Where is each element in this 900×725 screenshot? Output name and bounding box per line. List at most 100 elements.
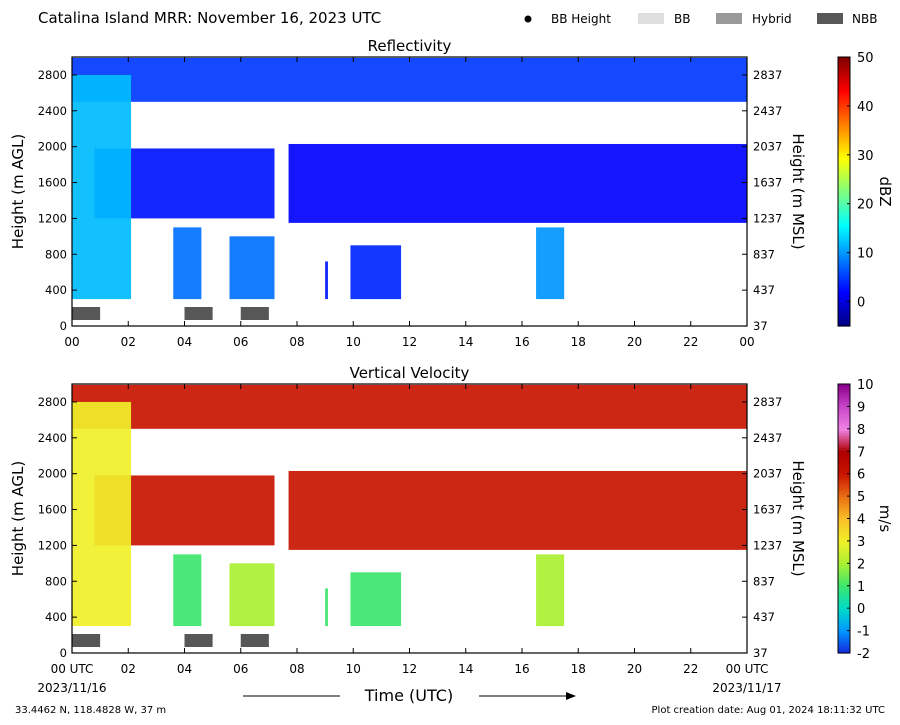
colorbar-segment <box>838 552 850 556</box>
y-axis-label-right: Height (m MSL) <box>789 460 807 576</box>
y-tick-label-right: 837 <box>753 574 775 588</box>
colorbar-segment <box>838 142 850 146</box>
colorbar-segment <box>838 189 850 193</box>
echo-layer <box>325 261 328 300</box>
colorbar-segment <box>838 613 850 617</box>
y-tick-label: 1200 <box>38 211 67 225</box>
colorbar-segment <box>838 388 850 392</box>
colorbar-segment <box>838 503 850 507</box>
colorbar-segment <box>838 167 850 171</box>
colorbar-segment <box>838 547 850 551</box>
colorbar-segment <box>838 198 850 202</box>
colorbar-tick-label: 30 <box>857 149 874 164</box>
nbb-marker <box>240 307 269 320</box>
colorbar-segment <box>838 162 850 166</box>
colorbar-segment <box>838 501 850 505</box>
echo-layer <box>536 227 565 300</box>
colorbar-segment <box>838 618 850 622</box>
colorbar-segment <box>838 396 850 400</box>
y-tick-label: 1600 <box>38 503 67 517</box>
colorbar-tick-label: 2 <box>857 557 865 572</box>
x-tick-label: 16 <box>514 335 529 349</box>
x-tick-label: 08 <box>289 335 304 349</box>
colorbar-segment <box>838 132 850 136</box>
colorbar-segment <box>838 286 850 290</box>
echo-layer <box>288 143 747 223</box>
colorbar-tick-label: 20 <box>857 198 874 213</box>
colorbar-segment <box>838 81 850 85</box>
colorbar-segment <box>838 303 850 308</box>
colorbar-segment <box>838 76 850 80</box>
colorbar-segment <box>838 93 850 97</box>
colorbar-segment <box>838 530 850 534</box>
colorbar-segment <box>838 294 850 298</box>
y-tick-label-right: 2837 <box>753 395 782 409</box>
colorbar-segment <box>838 318 850 322</box>
colorbar-segment <box>838 611 850 615</box>
panel-title: Reflectivity <box>368 37 452 55</box>
colorbar-segment <box>838 105 850 109</box>
colorbar-segment <box>838 589 850 593</box>
colorbar-segment <box>838 96 850 100</box>
echo-layer <box>350 572 402 627</box>
colorbar-segment <box>838 391 850 395</box>
colorbar-segment <box>838 415 850 419</box>
colorbar-segment <box>838 59 850 63</box>
colorbar-segment <box>838 306 850 310</box>
colorbar-segment <box>838 135 850 139</box>
colorbar-segment <box>838 454 850 458</box>
x-tick-label: 12 <box>402 662 417 676</box>
colorbar-segment <box>838 274 850 278</box>
colorbar-segment <box>838 594 850 598</box>
colorbar-segment <box>838 154 850 158</box>
colorbar-segment <box>838 645 850 649</box>
colorbar-segment <box>838 284 850 288</box>
y-axis-label: Height (m AGL) <box>9 134 27 249</box>
colorbar-segment <box>838 464 850 468</box>
colorbar-segment <box>838 225 850 229</box>
colorbar-segment <box>838 420 850 424</box>
colorbar-segment <box>838 442 850 446</box>
echo-layer <box>350 245 402 300</box>
colorbar-segment <box>838 393 850 397</box>
colorbar-segment <box>838 628 850 632</box>
y-tick-label-right: 1237 <box>753 538 782 552</box>
y-tick-label: 1200 <box>38 538 67 552</box>
colorbar-segment <box>838 186 850 190</box>
colorbar-segment <box>838 215 850 219</box>
colorbar-segment <box>838 596 850 600</box>
colorbar-segment <box>838 71 850 75</box>
colorbar-segment <box>838 245 850 249</box>
end-date-label: 2023/11/17 <box>712 681 781 695</box>
colorbar-segment <box>838 476 850 480</box>
colorbar-segment <box>838 247 850 251</box>
colorbar-segment <box>838 413 850 417</box>
colorbar-segment <box>838 635 850 639</box>
colorbar-segment <box>838 406 850 410</box>
colorbar-segment <box>838 83 850 87</box>
x-tick-label: 16 <box>514 662 529 676</box>
colorbar-segment <box>838 401 850 405</box>
colorbar: -2 -1 0 1 2 3 4 5 6 7 8 9 10 m/s <box>837 378 894 662</box>
colorbar-segment <box>838 584 850 588</box>
x-tick-label: 10 <box>346 335 361 349</box>
x-tick-label: 04 <box>177 662 192 676</box>
x-tick-label: 14 <box>458 335 473 349</box>
colorbar-segment <box>838 626 850 630</box>
colorbar-segment <box>838 255 850 259</box>
colorbar-segment <box>838 472 850 476</box>
x-tick-label: 18 <box>571 662 586 676</box>
colorbar-segment <box>838 211 850 215</box>
colorbar-segment <box>838 311 850 315</box>
colorbar-segment <box>838 462 850 466</box>
nbb-marker <box>72 307 101 320</box>
colorbar-segment <box>838 110 850 114</box>
colorbar-segment <box>838 496 850 500</box>
y-tick-label-right: 1637 <box>753 503 782 517</box>
colorbar-segment <box>838 479 850 483</box>
colorbar-segment <box>838 152 850 156</box>
colorbar-segment <box>838 525 850 529</box>
echo-layers <box>72 384 747 627</box>
colorbar-tick-label: 9 <box>857 400 865 415</box>
